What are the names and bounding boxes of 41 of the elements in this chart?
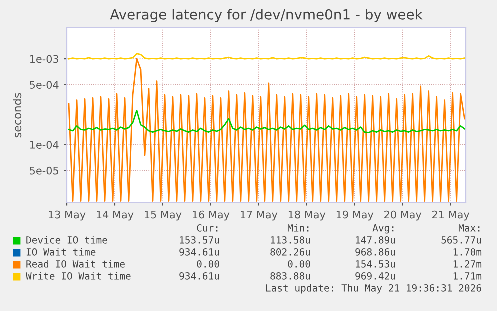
text: 565.77u — [442, 236, 482, 244]
text: 934.61u — [180, 272, 220, 280]
text: 0.00 — [197, 260, 220, 268]
text: Avg: — [372, 224, 394, 234]
x-tick-label: 16 May — [193, 210, 230, 221]
text: 1.70m — [454, 248, 482, 256]
y-tick-label: 1e-03 — [30, 55, 59, 64]
x-tick-label: 17 May — [240, 210, 278, 221]
y-tick-label: 1e-04 — [30, 141, 59, 149]
text: 0.00 — [288, 260, 310, 268]
text: Last update: Thu May 21 19:36:31 2026 — [266, 284, 482, 294]
x-tick-label: 20 May — [384, 210, 422, 221]
text: Min: — [288, 224, 309, 232]
text: 802.26u — [270, 248, 310, 256]
y-tick-label: 5e-04 — [30, 81, 59, 89]
chart-title: Average latency for /dev/nvme0n1 - by week — [110, 9, 423, 23]
x-tick-label: 15 May — [145, 210, 182, 221]
y-tick-label: 5e-05 — [30, 166, 58, 175]
text: 153.57u — [180, 236, 220, 244]
x-tick-label: 14 May — [97, 210, 134, 221]
text: 113.58u — [271, 236, 310, 244]
line-series — [68, 110, 466, 134]
legend-label: IO Wait time — [26, 248, 96, 256]
text: 154.53u — [356, 260, 396, 268]
text: 969.42u — [356, 272, 396, 280]
legend-label: Write IO Wait time — [26, 272, 131, 280]
text: 147.89u — [356, 236, 396, 244]
text: 934.61u — [180, 248, 220, 256]
x-tick-label: 21 May — [432, 210, 470, 221]
text: Cur: — [197, 224, 218, 232]
x-tick-label: 18 May — [288, 210, 326, 221]
text: Max: — [458, 224, 480, 232]
legend-label: Read IO Wait time — [26, 260, 125, 268]
y-axis-title: seconds — [13, 93, 22, 138]
x-tick-label: 19 May — [336, 210, 374, 221]
legend-label: Device IO time — [26, 236, 108, 244]
text: 968.86u — [356, 248, 396, 256]
x-tick-label: 13 May — [49, 210, 86, 221]
text: 1.71m — [454, 272, 482, 280]
text: 883.88u — [270, 272, 310, 280]
text: 1.27m — [454, 260, 482, 268]
